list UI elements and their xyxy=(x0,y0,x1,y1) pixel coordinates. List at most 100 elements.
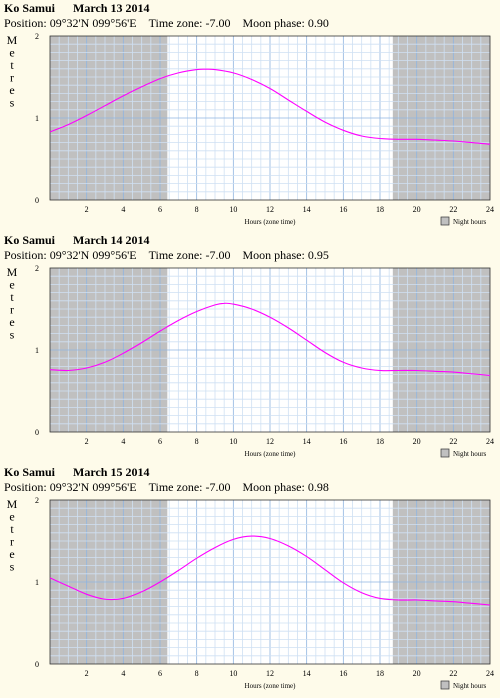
timezone-label: Time zone: xyxy=(148,16,203,30)
x-axis-label: Hours (zone time) xyxy=(245,450,297,458)
x-tick-label: 12 xyxy=(266,205,274,214)
x-tick-label: 6 xyxy=(158,669,162,678)
moon-phase-value: 0.95 xyxy=(307,248,329,262)
grid-lines xyxy=(50,500,490,664)
x-tick-label: 22 xyxy=(449,669,457,678)
position-value: 09°32'N 099°56'E xyxy=(49,480,137,494)
panel-info: Position: 09°32'N 099°56'E Time zone: -7.… xyxy=(4,248,329,263)
x-tick-label: 16 xyxy=(339,669,347,678)
panel-date: March 13 2014 xyxy=(73,1,150,15)
timezone-value: -7.00 xyxy=(205,248,231,262)
panel-date: March 14 2014 xyxy=(73,233,150,247)
x-tick-label: 10 xyxy=(229,437,237,446)
x-tick-label: 12 xyxy=(266,437,274,446)
panel-title: Ko Samui March 14 2014 xyxy=(4,233,149,248)
x-tick-label: 10 xyxy=(229,669,237,678)
plot-frame xyxy=(49,35,491,201)
x-axis-label: Hours (zone time) xyxy=(245,682,297,690)
x-tick-label: 20 xyxy=(413,669,421,678)
legend-swatch xyxy=(440,216,450,226)
panel-info: Position: 09°32'N 099°56'E Time zone: -7.… xyxy=(4,16,329,31)
y-tick-label: 1 xyxy=(35,346,39,355)
legend-label: Night hours xyxy=(453,682,487,690)
x-tick-label: 22 xyxy=(449,437,457,446)
tide-height-line xyxy=(49,535,491,606)
location-name: Ko Samui xyxy=(4,1,56,15)
panel-title: Ko Samui March 15 2014 xyxy=(4,465,149,480)
y-tick-label: 2 xyxy=(35,32,39,41)
x-tick-label: 6 xyxy=(158,205,162,214)
plot-frame xyxy=(49,267,491,433)
y-tick-label: 0 xyxy=(35,196,39,205)
tide-panel-1: Ko Samui March 13 2014 Position: 09°32'N … xyxy=(0,0,500,232)
x-tick-label: 18 xyxy=(376,205,384,214)
position-value: 09°32'N 099°56'E xyxy=(49,248,137,262)
timezone-value: -7.00 xyxy=(205,16,231,30)
x-tick-label: 4 xyxy=(121,437,125,446)
x-tick-label: 22 xyxy=(449,205,457,214)
plot-frame xyxy=(49,499,491,665)
x-tick-label: 4 xyxy=(121,669,125,678)
moon-phase-value: 0.90 xyxy=(307,16,329,30)
grid-lines xyxy=(50,36,490,200)
y-tick-label: 0 xyxy=(35,660,39,669)
location-name: Ko Samui xyxy=(4,465,56,479)
x-tick-label: 18 xyxy=(376,437,384,446)
x-tick-label: 16 xyxy=(339,437,347,446)
legend-swatch xyxy=(440,448,450,458)
timezone-label: Time zone: xyxy=(148,248,203,262)
x-tick-label: 8 xyxy=(195,669,199,678)
x-tick-label: 12 xyxy=(266,669,274,678)
legend-label: Night hours xyxy=(453,218,487,226)
x-tick-label: 24 xyxy=(486,437,494,446)
moon-phase-label: Moon phase: xyxy=(242,480,305,494)
location-name: Ko Samui xyxy=(4,233,56,247)
x-tick-label: 24 xyxy=(486,205,494,214)
tide-height-line xyxy=(49,302,491,376)
moon-phase-label: Moon phase: xyxy=(242,16,305,30)
panel-title: Ko Samui March 13 2014 xyxy=(4,1,149,16)
x-tick-label: 2 xyxy=(85,437,89,446)
x-axis-label: Hours (zone time) xyxy=(245,218,297,226)
x-tick-label: 24 xyxy=(486,669,494,678)
moon-phase-value: 0.98 xyxy=(307,480,329,494)
tide-panel-2: Ko Samui March 14 2014 Position: 09°32'N … xyxy=(0,232,500,464)
y-tick-label: 2 xyxy=(35,496,39,505)
x-tick-label: 2 xyxy=(85,669,89,678)
x-tick-label: 16 xyxy=(339,205,347,214)
x-tick-label: 18 xyxy=(376,669,384,678)
x-tick-label: 8 xyxy=(195,437,199,446)
moon-phase-label: Moon phase: xyxy=(242,248,305,262)
legend-label: Night hours xyxy=(453,450,487,458)
y-tick-label: 1 xyxy=(35,114,39,123)
timezone-value: -7.00 xyxy=(205,480,231,494)
x-tick-label: 2 xyxy=(85,205,89,214)
legend-swatch xyxy=(440,680,450,690)
y-tick-label: 0 xyxy=(35,428,39,437)
position-value: 09°32'N 099°56'E xyxy=(49,16,137,30)
x-tick-label: 20 xyxy=(413,437,421,446)
tide-panel-3: Ko Samui March 15 2014 Position: 09°32'N … xyxy=(0,464,500,696)
x-tick-label: 14 xyxy=(303,437,311,446)
grid-lines xyxy=(50,268,490,432)
position-label: Position: xyxy=(4,480,47,494)
x-tick-label: 14 xyxy=(303,205,311,214)
x-tick-label: 10 xyxy=(229,205,237,214)
y-tick-label: 2 xyxy=(35,264,39,273)
panel-info: Position: 09°32'N 099°56'E Time zone: -7.… xyxy=(4,480,329,495)
x-tick-label: 20 xyxy=(413,205,421,214)
position-label: Position: xyxy=(4,16,47,30)
position-label: Position: xyxy=(4,248,47,262)
x-tick-label: 8 xyxy=(195,205,199,214)
x-tick-label: 14 xyxy=(303,669,311,678)
timezone-label: Time zone: xyxy=(148,480,203,494)
y-tick-label: 1 xyxy=(35,578,39,587)
panel-date: March 15 2014 xyxy=(73,465,150,479)
tide-height-line xyxy=(49,68,491,145)
